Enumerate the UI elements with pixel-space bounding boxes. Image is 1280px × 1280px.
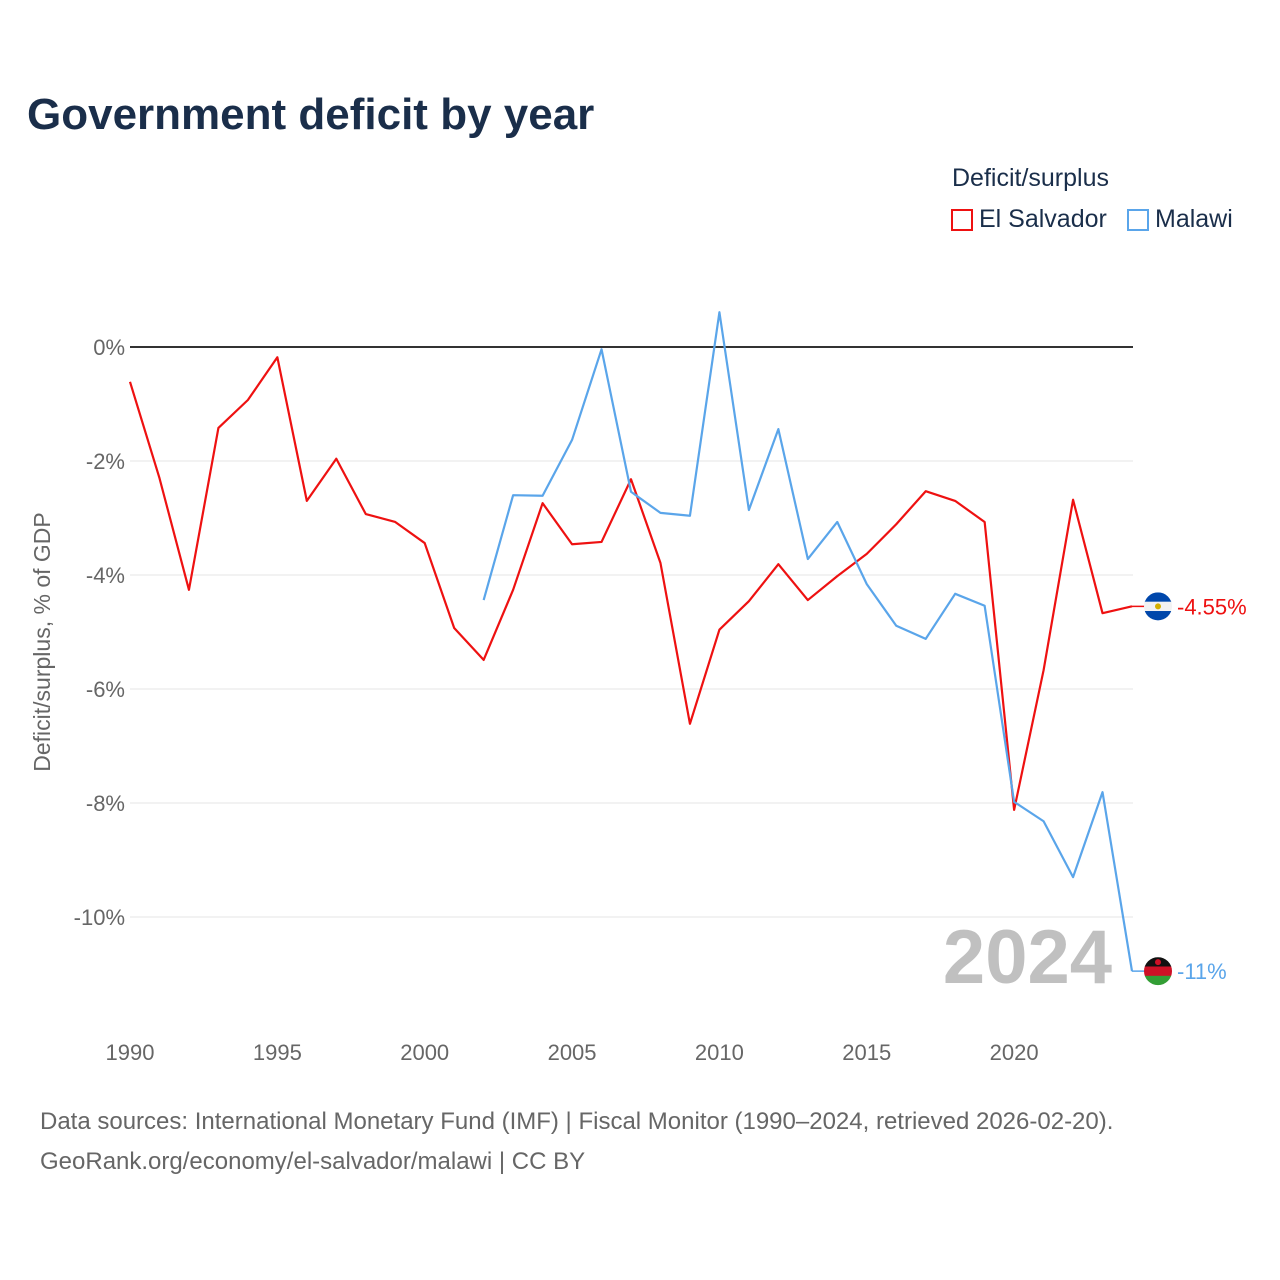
- footer-link[interactable]: GeoRank.org/economy/el-salvador/malawi |…: [40, 1148, 586, 1175]
- y-tick-label: -10%: [74, 905, 125, 930]
- legend-label: El Salvador: [979, 205, 1107, 233]
- data-point-el-salvador: [510, 587, 516, 593]
- data-point-el-salvador: [569, 541, 575, 547]
- data-point-malawi: [687, 513, 693, 519]
- legend-item-el-salvador[interactable]: El Salvador: [951, 205, 1107, 234]
- data-point-el-salvador: [304, 498, 310, 504]
- legend-item-malawi[interactable]: Malawi: [1127, 205, 1233, 234]
- end-value-label-el-salvador: -4.55%: [1177, 594, 1247, 619]
- data-point-el-salvador: [1011, 807, 1017, 813]
- data-point-malawi: [657, 510, 663, 516]
- data-point-malawi: [1011, 799, 1017, 805]
- data-point-malawi: [746, 507, 752, 513]
- flag-icon-malawi: [1144, 957, 1172, 986]
- data-point-malawi: [1070, 874, 1076, 880]
- data-point-malawi: [569, 437, 575, 443]
- data-point-el-salvador: [127, 379, 133, 385]
- data-point-el-salvador: [716, 627, 722, 633]
- data-point-el-salvador: [893, 521, 899, 527]
- y-tick-label: -6%: [86, 677, 125, 702]
- data-point-el-salvador: [805, 597, 811, 603]
- x-tick-label: 1995: [253, 1040, 302, 1065]
- data-point-malawi: [628, 489, 634, 495]
- data-point-el-salvador: [775, 561, 781, 567]
- x-tick-label: 2020: [990, 1040, 1039, 1065]
- chart-title: Government deficit by year: [27, 90, 595, 139]
- data-point-el-salvador: [363, 511, 369, 517]
- data-point-malawi: [481, 597, 487, 603]
- x-tick-label: 2010: [695, 1040, 744, 1065]
- data-point-malawi: [923, 636, 929, 642]
- legend-swatch-malawi: [1127, 208, 1149, 231]
- data-point-malawi: [982, 603, 988, 609]
- data-point-el-salvador: [952, 498, 958, 504]
- flag-icon-el-salvador: [1144, 592, 1172, 621]
- data-point-el-salvador: [746, 598, 752, 604]
- data-point-malawi: [510, 492, 516, 498]
- end-value-label-malawi: -11%: [1177, 959, 1227, 984]
- data-point-el-salvador: [451, 625, 457, 631]
- data-point-malawi: [599, 346, 605, 352]
- data-point-malawi: [775, 426, 781, 432]
- data-point-el-salvador: [687, 721, 693, 727]
- data-point-el-salvador: [333, 456, 339, 462]
- series-line-malawi: [482, 311, 1134, 972]
- data-point-malawi: [716, 309, 722, 315]
- data-point-malawi: [864, 581, 870, 587]
- data-point-el-salvador: [540, 500, 546, 506]
- data-point-malawi: [805, 556, 811, 562]
- data-point-el-salvador: [422, 540, 428, 546]
- data-point-el-salvador: [923, 488, 929, 494]
- data-point-el-salvador: [1041, 667, 1047, 673]
- data-point-malawi: [952, 591, 958, 597]
- data-point-el-salvador: [834, 573, 840, 579]
- data-point-el-salvador: [392, 519, 398, 525]
- data-point-el-salvador: [982, 519, 988, 525]
- x-tick-label: 2005: [548, 1040, 597, 1065]
- data-point-el-salvador: [274, 354, 280, 360]
- data-point-malawi: [834, 519, 840, 525]
- data-point-el-salvador: [1100, 610, 1106, 616]
- data-point-el-salvador: [481, 657, 487, 663]
- data-point-el-salvador: [1070, 497, 1076, 503]
- series-line-el-salvador: [128, 356, 1133, 811]
- y-tick-label: -2%: [86, 449, 125, 474]
- data-point-malawi: [1041, 818, 1047, 824]
- data-point-el-salvador: [186, 587, 192, 593]
- data-point-el-salvador: [156, 475, 162, 481]
- x-tick-label: 1990: [106, 1040, 155, 1065]
- legend-title: Deficit/surplus: [952, 164, 1109, 192]
- y-tick-label: -8%: [86, 791, 125, 816]
- year-watermark: 2024: [943, 915, 1112, 1000]
- legend-swatch-el-salvador: [951, 208, 973, 231]
- data-point-el-salvador: [864, 551, 870, 557]
- y-tick-label: -4%: [86, 563, 125, 588]
- data-point-el-salvador: [599, 539, 605, 545]
- data-point-el-salvador: [215, 425, 221, 431]
- footer-sources: Data sources: International Monetary Fun…: [40, 1108, 1114, 1135]
- data-point-el-salvador: [245, 397, 251, 403]
- data-point-el-salvador: [657, 560, 663, 566]
- data-point-malawi: [1100, 789, 1106, 795]
- y-tick-label: 0%: [93, 335, 125, 360]
- y-axis-label: Deficit/surplus, % of GDP: [29, 512, 55, 771]
- data-point-malawi: [540, 493, 546, 499]
- x-tick-label: 2000: [400, 1040, 449, 1065]
- data-point-malawi: [893, 623, 899, 629]
- legend-label: Malawi: [1155, 205, 1233, 233]
- x-tick-label: 2015: [842, 1040, 891, 1065]
